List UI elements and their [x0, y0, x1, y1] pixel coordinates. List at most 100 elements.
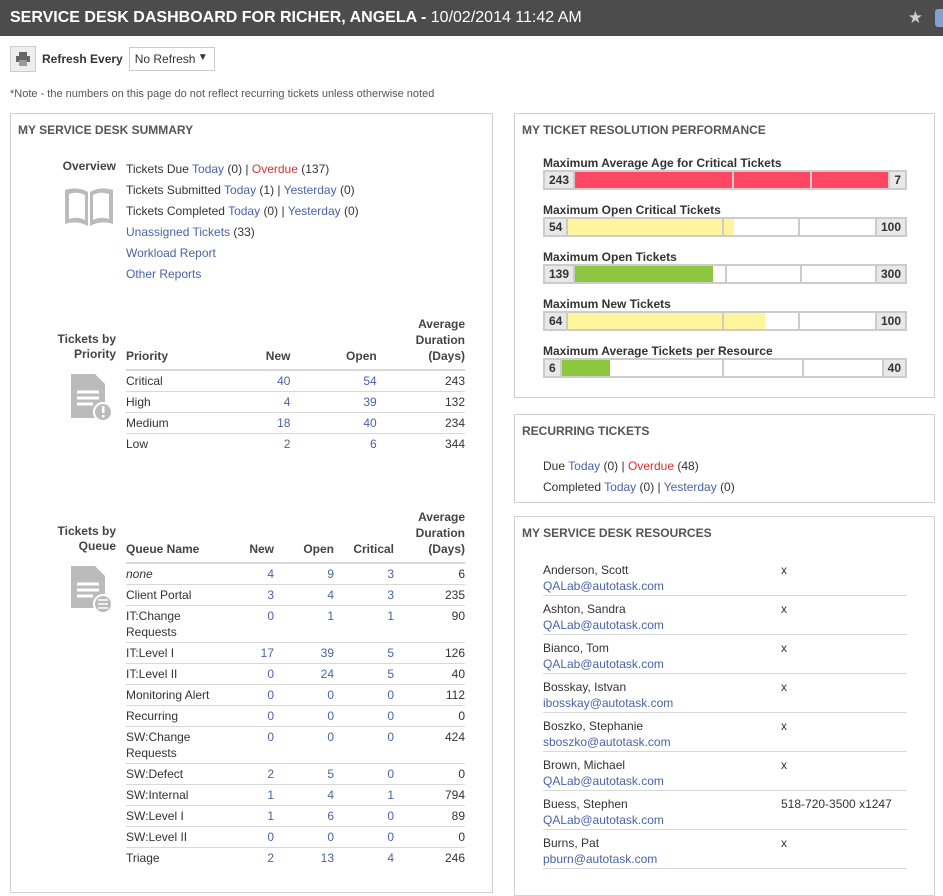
overdue-link[interactable]: Overdue — [251, 162, 298, 176]
resource-info: Bianco, Tom QALab@autotask.com — [543, 640, 781, 671]
panel-title: RECURRING TICKETS — [522, 424, 650, 438]
cell[interactable]: 0 — [226, 826, 274, 848]
cell: 40 — [394, 663, 465, 685]
cell[interactable]: 13 — [320, 851, 334, 865]
resource-email-link[interactable]: QALab@autotask.com — [543, 774, 664, 788]
cell[interactable]: 1 — [334, 784, 394, 806]
print-button[interactable] — [10, 46, 36, 72]
cell[interactable]: 0 — [226, 605, 274, 643]
resource-info: Brown, Michael QALab@autotask.com — [543, 757, 781, 788]
recurring-completed-yesterday-link[interactable]: Yesterday — [663, 480, 717, 494]
cell[interactable]: 0 — [334, 726, 394, 764]
cell[interactable]: 5 — [334, 663, 394, 685]
cell[interactable]: 24 — [274, 663, 334, 685]
cell[interactable]: 0 — [274, 726, 334, 764]
cell[interactable]: 3 — [334, 563, 394, 585]
cell[interactable]: 39 — [290, 391, 377, 413]
count: (0) — [720, 480, 735, 494]
cell[interactable]: 6 — [370, 437, 377, 451]
resource-email-link[interactable]: QALab@autotask.com — [543, 618, 664, 632]
unassigned-tickets-link[interactable]: Unassigned Tickets — [126, 225, 231, 239]
submitted-today-link[interactable]: Today — [224, 183, 257, 197]
document-list-icon — [71, 566, 113, 614]
cell[interactable]: 9 — [274, 563, 334, 585]
recurring-completed-today-link[interactable]: Today — [604, 480, 637, 494]
col-header: Average Duration (Days) — [394, 507, 465, 564]
bar-fill — [575, 266, 713, 282]
due-today-link[interactable]: Today — [192, 162, 225, 176]
cell[interactable]: 0 — [334, 763, 394, 785]
cell[interactable]: 5 — [274, 763, 334, 785]
cell[interactable]: 1 — [334, 605, 394, 643]
cell[interactable]: 4 — [226, 563, 274, 585]
recurring-overdue-link[interactable]: Overdue — [627, 459, 675, 473]
cell[interactable]: 0 — [274, 826, 334, 848]
table-row: SW:Change Requests 0 0 0 424 — [126, 726, 465, 764]
document-alert-icon — [71, 374, 113, 422]
resource-email-link[interactable]: QALab@autotask.com — [543, 657, 664, 671]
queue-name: IT:Change Requests — [126, 605, 226, 643]
count: (48) — [677, 459, 699, 473]
cell[interactable]: 0 — [334, 805, 394, 827]
cell[interactable]: 0 — [226, 684, 274, 706]
resource-row: Bosskay, Istvan ibosskay@autotask.com x — [543, 674, 907, 713]
cell[interactable]: 2 — [283, 437, 291, 451]
priority-name: Critical — [126, 370, 237, 392]
cell[interactable]: 6 — [274, 805, 334, 827]
workload-report-link[interactable]: Workload Report — [126, 246, 216, 260]
refresh-value: No Refresh — [134, 52, 196, 66]
star-icon[interactable]: ★ — [907, 8, 923, 27]
resource-phone: x — [781, 719, 787, 733]
cell[interactable]: 0 — [226, 726, 274, 764]
recurring-tickets-panel: RECURRING TICKETS Due Today (0) | Overdu… — [514, 414, 935, 503]
cell[interactable]: 5 — [334, 642, 394, 664]
cell[interactable]: 17 — [226, 642, 274, 664]
cell[interactable]: 40 — [290, 412, 377, 434]
other-reports-link[interactable]: Other Reports — [126, 267, 202, 281]
bar-fill — [568, 313, 765, 329]
submitted-yesterday-link[interactable]: Yesterday — [283, 183, 337, 197]
table-row: SW:Level II 0 0 0 0 — [126, 826, 465, 848]
cell[interactable]: 40 — [236, 370, 291, 392]
completed-today-link[interactable]: Today — [228, 204, 261, 218]
cell[interactable]: 39 — [274, 642, 334, 664]
panel-title: MY SERVICE DESK RESOURCES — [522, 526, 712, 540]
cell[interactable]: 2 — [226, 763, 274, 785]
help-icon[interactable] — [935, 9, 943, 27]
bar-value: 6 — [545, 360, 560, 376]
resource-email-link[interactable]: QALab@autotask.com — [543, 579, 664, 593]
cell[interactable]: 3 — [334, 584, 394, 606]
table-row: Critical 40 54 243 — [126, 370, 465, 392]
cell[interactable]: 54 — [290, 370, 377, 392]
cell[interactable]: 0 — [226, 663, 274, 685]
cell[interactable]: 0 — [226, 705, 274, 727]
queue-section-label: Tickets by Queue — [57, 524, 116, 553]
completed-yesterday-link[interactable]: Yesterday — [287, 204, 341, 218]
table-row: IT:Level II 0 24 5 40 — [126, 663, 465, 685]
cell[interactable]: 1 — [226, 784, 274, 806]
cell[interactable]: 3 — [226, 584, 274, 606]
count: (0) — [603, 459, 619, 473]
cell[interactable]: 0 — [334, 826, 394, 848]
cell[interactable]: 0 — [334, 705, 394, 727]
cell[interactable]: 1 — [226, 805, 274, 827]
cell[interactable]: 0 — [334, 684, 394, 706]
cell[interactable]: 2 — [267, 851, 274, 865]
cell[interactable]: 18 — [236, 412, 291, 434]
recurring-due-today-link[interactable]: Today — [568, 459, 601, 473]
sep: | — [278, 204, 288, 218]
cell[interactable]: 1 — [274, 605, 334, 643]
cell[interactable]: 0 — [274, 684, 334, 706]
resource-email-link[interactable]: QALab@autotask.com — [543, 813, 664, 827]
cell[interactable]: 4 — [274, 584, 334, 606]
cell[interactable]: 4 — [236, 391, 291, 413]
cell[interactable]: 4 — [387, 851, 394, 865]
resource-email-link[interactable]: pburn@autotask.com — [543, 852, 658, 866]
cell[interactable]: 0 — [274, 705, 334, 727]
cell[interactable]: 4 — [274, 784, 334, 806]
bar-max: 7 — [890, 172, 905, 188]
refresh-select[interactable]: No Refresh ▼ — [128, 47, 215, 71]
resource-email-link[interactable]: ibosskay@autotask.com — [543, 696, 674, 710]
resource-email-link[interactable]: sboszko@autotask.com — [543, 735, 671, 749]
resource-info: Bosskay, Istvan ibosskay@autotask.com — [543, 679, 781, 710]
